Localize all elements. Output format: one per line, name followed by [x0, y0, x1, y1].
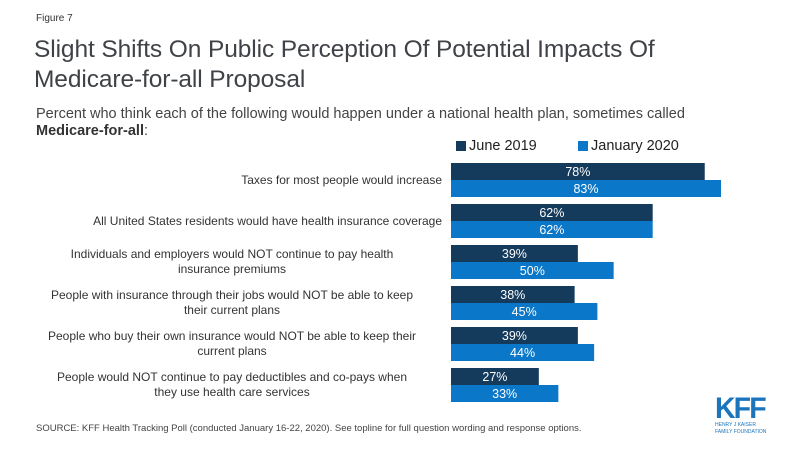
data-label-january-2020-1: 62%: [539, 223, 564, 237]
category-label-5: People would NOT continue to pay deducti…: [22, 370, 442, 400]
category-label-3: People with insurance through their jobs…: [22, 288, 442, 318]
data-label-june-2019-4: 39%: [502, 329, 527, 343]
data-label-june-2019-1: 62%: [539, 206, 564, 220]
legend-swatch-january-2020: [578, 141, 588, 151]
category-label-0: Taxes for most people would increase: [2, 173, 442, 188]
legend-item-january-2020: January 2020: [578, 138, 679, 154]
bar-january-2020-5: [451, 385, 559, 402]
subtitle-bold: Medicare-for-all: [36, 123, 144, 139]
bar-june-2019-4: [451, 327, 578, 344]
category-label-line: they use health care services: [154, 385, 310, 399]
data-label-january-2020-3: 45%: [512, 305, 537, 319]
bar-january-2020-4: [451, 344, 595, 361]
subtitle-end: :: [143, 123, 149, 139]
data-label-january-2020-5: 33%: [492, 387, 517, 401]
category-label-line: People who buy their own insurance would…: [48, 329, 416, 343]
legend-label-june-2019: June 2019: [469, 138, 537, 154]
bar-june-2019-2: [451, 245, 578, 262]
category-label-2: Individuals and employers would NOT cont…: [22, 247, 442, 277]
bar-january-2020-0: [451, 180, 721, 197]
legend-item-june-2019: June 2019: [456, 138, 537, 154]
chart-subtitle: Percent who think each of the following …: [36, 106, 756, 140]
data-label-january-2020-0: 83%: [573, 182, 598, 196]
category-label-4: People who buy their own insurance would…: [22, 329, 442, 359]
bar-june-2019-1: [451, 204, 653, 221]
category-label-1: All United States residents would have h…: [2, 214, 442, 229]
category-label-line: Taxes for most people would increase: [241, 172, 442, 187]
chart-title: Slight Shifts On Public Perception Of Po…: [34, 36, 655, 93]
logo-org-line-1: HENRY J KAISER: [715, 422, 756, 428]
data-label-june-2019-2: 39%: [502, 247, 527, 261]
legend-swatch-june-2019: [456, 141, 466, 151]
bar-june-2019-3: [451, 286, 575, 303]
category-label-line: Individuals and employers would NOT cont…: [70, 247, 394, 261]
data-label-june-2019-0: 78%: [565, 165, 590, 179]
kff-logo: KFF HENRY J KAISER FAMILY FOUNDATION: [715, 392, 775, 435]
data-label-january-2020-2: 50%: [520, 264, 545, 278]
category-label-line: People with insurance through their jobs…: [51, 288, 413, 302]
data-label-june-2019-3: 38%: [500, 288, 525, 302]
legend-label-january-2020: January 2020: [591, 138, 679, 154]
category-label-line: insurance premiums: [177, 262, 287, 276]
figure-label: Figure 7: [36, 13, 73, 24]
data-label-january-2020-4: 44%: [510, 346, 535, 360]
data-label-june-2019-5: 27%: [482, 370, 507, 384]
category-label-line: All United States residents would have h…: [93, 213, 442, 228]
bar-january-2020-1: [451, 221, 653, 238]
bar-june-2019-5: [451, 368, 539, 385]
category-label-line: People would NOT continue to pay deducti…: [57, 370, 407, 384]
bar-january-2020-2: [451, 262, 614, 279]
subtitle-text: Percent who think each of the following …: [36, 106, 685, 122]
source-note: SOURCE: KFF Health Tracking Poll (conduc…: [36, 423, 582, 434]
category-label-line: their current plans: [183, 303, 281, 317]
bar-january-2020-3: [451, 303, 598, 320]
logo-org-line-2: FAMILY FOUNDATION: [715, 428, 767, 435]
bar-june-2019-0: [451, 163, 705, 180]
category-label-line: current plans: [197, 344, 267, 358]
logo-wordmark: KFF: [715, 392, 767, 425]
